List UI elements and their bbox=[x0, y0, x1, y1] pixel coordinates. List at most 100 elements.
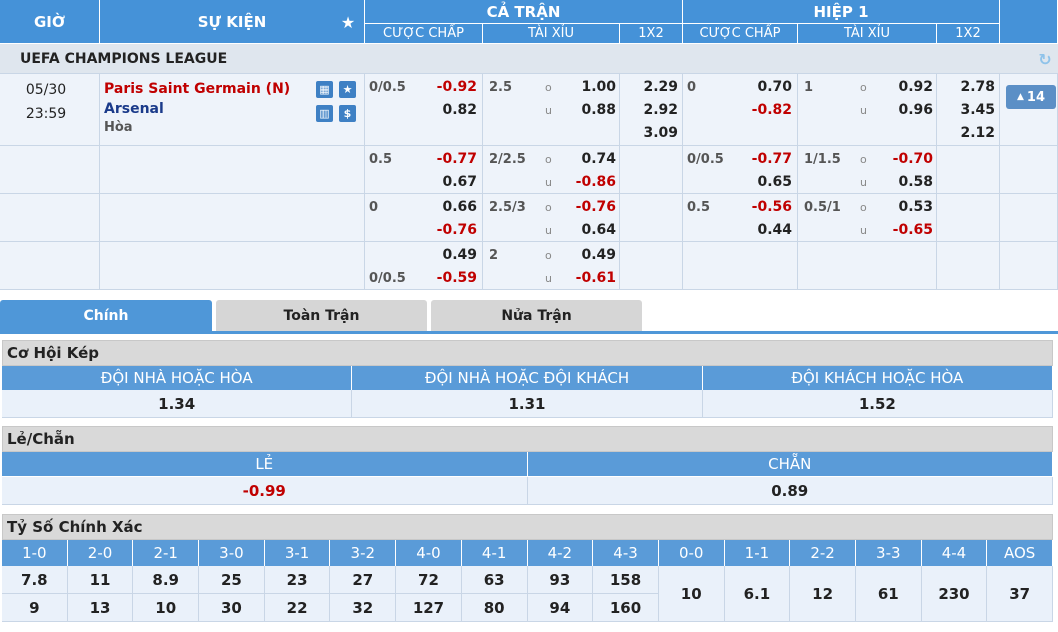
column-header: ĐỘI NHÀ HOẶC HÒA bbox=[2, 366, 353, 390]
tab-underline bbox=[0, 331, 1058, 334]
event-cell bbox=[100, 242, 365, 290]
more-button[interactable]: ▲ 14 bbox=[1006, 85, 1056, 109]
score-odds: 25 bbox=[199, 566, 265, 594]
tab[interactable]: Toàn Trận bbox=[216, 300, 427, 332]
match-icon[interactable]: $ bbox=[339, 105, 356, 122]
score-header: 2-2 bbox=[790, 540, 856, 566]
handicap-odds: -0.59 bbox=[436, 270, 477, 286]
score-odds: 158 bbox=[593, 566, 659, 594]
total-odds: 0.53 bbox=[898, 199, 933, 215]
odds-cell bbox=[365, 146, 483, 194]
handicap-line: 0 bbox=[687, 79, 697, 95]
total-odds: 0.92 bbox=[898, 79, 933, 95]
x12-odds: 2.92 bbox=[643, 102, 678, 118]
odds-cell bbox=[683, 242, 798, 290]
handicap-line: 0 bbox=[369, 199, 379, 215]
event-cell bbox=[100, 146, 365, 194]
handicap-odds: -0.77 bbox=[436, 151, 477, 167]
over-label: o bbox=[545, 200, 552, 214]
over-label: o bbox=[860, 80, 867, 94]
handicap-odds: -0.76 bbox=[436, 222, 477, 238]
score-odds: 94 bbox=[527, 594, 594, 622]
match-icon[interactable]: ▦ bbox=[316, 81, 333, 98]
tab[interactable]: Nửa Trận bbox=[431, 300, 642, 332]
score-header: 3-3 bbox=[855, 540, 922, 566]
score-odds: 37 bbox=[987, 566, 1053, 622]
total-line: 2 bbox=[489, 247, 499, 263]
match-icon[interactable]: ▥ bbox=[316, 105, 333, 122]
score-header: 4-0 bbox=[396, 540, 462, 566]
score-odds: 127 bbox=[396, 594, 462, 622]
total-line: 1/1.5 bbox=[804, 151, 841, 167]
header-column: TÀI XỈU bbox=[483, 24, 620, 44]
score-odds: 80 bbox=[461, 594, 528, 622]
total-odds: 0.88 bbox=[581, 102, 616, 118]
x12-odds: 3.45 bbox=[960, 102, 995, 118]
more-count: 14 bbox=[1026, 89, 1045, 105]
score-odds: 230 bbox=[921, 566, 988, 622]
score-odds: 10 bbox=[133, 594, 200, 622]
header-event: SỰ KIỆN bbox=[100, 0, 365, 44]
handicap-line: 0/0.5 bbox=[369, 79, 406, 95]
total-odds: -0.86 bbox=[575, 174, 616, 190]
handicap-line: 0.5 bbox=[369, 151, 393, 167]
handicap-odds: -0.82 bbox=[751, 102, 792, 118]
odds-cell bbox=[620, 194, 683, 242]
odds-cell bbox=[937, 74, 1000, 146]
score-header: 4-1 bbox=[461, 540, 528, 566]
over-label: o bbox=[545, 80, 552, 94]
score-odds: 30 bbox=[199, 594, 265, 622]
total-line: 0.5/1 bbox=[804, 199, 841, 215]
total-line: 2/2.5 bbox=[489, 151, 526, 167]
star-icon: ★ bbox=[340, 12, 356, 32]
under-label: u bbox=[860, 103, 867, 117]
time-cell bbox=[0, 146, 100, 194]
header-column: TÀI XỈU bbox=[798, 24, 937, 44]
odds-cell bbox=[620, 242, 683, 290]
x12-odds: 3.09 bbox=[643, 125, 678, 141]
event-cell bbox=[100, 194, 365, 242]
total-odds: 1.00 bbox=[581, 79, 616, 95]
odds-cell bbox=[483, 194, 620, 242]
total-odds: -0.61 bbox=[575, 270, 616, 286]
odds-cell bbox=[483, 146, 620, 194]
score-header: 3-1 bbox=[264, 540, 331, 566]
odds-cell bbox=[798, 194, 937, 242]
handicap-odds: 0.67 bbox=[442, 174, 477, 190]
column-header: LẺ bbox=[2, 452, 528, 476]
score-header: 4-2 bbox=[527, 540, 594, 566]
match-icon[interactable]: ★ bbox=[339, 81, 356, 98]
header-half: HIỆP 1 bbox=[683, 0, 1000, 24]
handicap-odds: 0.44 bbox=[757, 222, 792, 238]
handicap-odds: 0.66 bbox=[442, 199, 477, 215]
extra-cell bbox=[1000, 242, 1058, 290]
section-title: Cơ Hội Kép bbox=[2, 340, 1053, 366]
column-header: ĐỘI NHÀ HOẶC ĐỘI KHÁCH bbox=[352, 366, 703, 390]
header-column: 1X2 bbox=[937, 24, 1000, 44]
total-odds: 0.96 bbox=[898, 102, 933, 118]
handicap-odds: 0.82 bbox=[442, 102, 477, 118]
score-header: 1-1 bbox=[724, 540, 791, 566]
handicap-odds: -0.56 bbox=[751, 199, 792, 215]
handicap-line: 0/0.5 bbox=[687, 151, 724, 167]
handicap-odds: 0.70 bbox=[757, 79, 792, 95]
odds-cell bbox=[798, 242, 937, 290]
odds-cell bbox=[483, 242, 620, 290]
score-header: 1-0 bbox=[2, 540, 68, 566]
tab[interactable]: Chính bbox=[0, 300, 212, 332]
section-title: Tỷ Số Chính Xác bbox=[2, 514, 1053, 540]
total-odds: -0.65 bbox=[892, 222, 933, 238]
handicap-line: 0.5 bbox=[687, 199, 711, 215]
extra-cell bbox=[1000, 146, 1058, 194]
under-label: u bbox=[860, 175, 867, 189]
league-row bbox=[0, 44, 1058, 74]
total-line: 2.5 bbox=[489, 79, 513, 95]
column-header: ĐỘI KHÁCH HOẶC HÒA bbox=[702, 366, 1053, 390]
score-odds: 13 bbox=[67, 594, 134, 622]
under-label: u bbox=[545, 175, 552, 189]
time-cell bbox=[0, 242, 100, 290]
refresh-icon: ↻ bbox=[1038, 49, 1052, 69]
match-time: 23:59 bbox=[25, 106, 67, 122]
handicap-line: 0/0.5 bbox=[369, 270, 406, 286]
header-column: CƯỢC CHẤP bbox=[683, 24, 798, 44]
